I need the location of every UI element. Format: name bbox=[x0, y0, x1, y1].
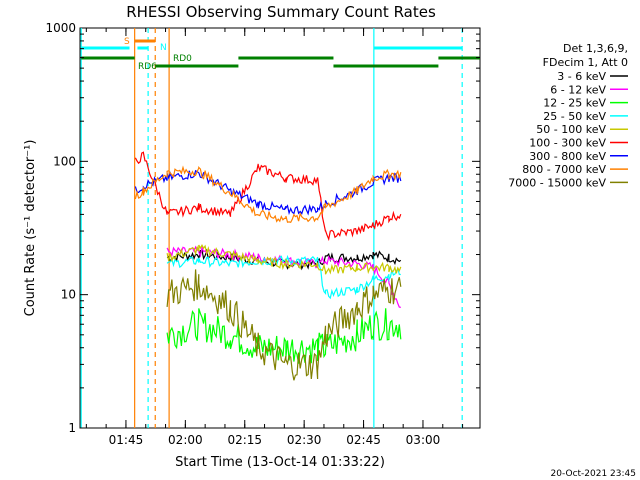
x-tick-label: 02:45 bbox=[346, 433, 381, 447]
x-tick-label: 03:00 bbox=[406, 433, 441, 447]
x-tick-label: 01:45 bbox=[109, 433, 144, 447]
legend: Det 1,3,6,9, FDecim 1, Att 0 3 - 6 keV6 … bbox=[508, 42, 628, 189]
x-axis-label: Start Time (13-Oct-14 01:33:22) bbox=[175, 455, 385, 470]
y-tick-label: 1 bbox=[68, 421, 76, 435]
chart-title: RHESSI Observing Summary Count Rates bbox=[126, 3, 436, 21]
series-line-100-300keV bbox=[134, 151, 402, 242]
legend-entry-label: 25 - 50 keV bbox=[543, 110, 606, 123]
flag-label-RD0: RD0 bbox=[173, 54, 192, 64]
render-timestamp: 20-Oct-2021 23:45 bbox=[551, 469, 636, 479]
series-line-6-12keV bbox=[166, 245, 401, 308]
series-line-50-100keV bbox=[166, 243, 402, 275]
y-tick-label: 10 bbox=[61, 288, 76, 302]
x-axis-ticks: 01:45 02:00 02:15 02:30 02:45 03:00 bbox=[85, 28, 464, 447]
flag-label-N: N bbox=[160, 43, 167, 53]
y-tick-label: 100 bbox=[53, 154, 76, 168]
x-tick-label: 02:00 bbox=[168, 433, 203, 447]
flag-label-RD6: RD6 bbox=[138, 62, 157, 72]
x-tick-label: 02:15 bbox=[227, 433, 262, 447]
x-tick-label: 02:30 bbox=[287, 433, 322, 447]
legend-entry-label: 7000 - 15000 keV bbox=[508, 176, 606, 189]
y-axis-label: Count Rate (s⁻¹ detector⁻¹) bbox=[23, 140, 38, 317]
y-axis-ticks: 1 10 100 1000 bbox=[45, 21, 480, 435]
series-line-12-25keV bbox=[166, 308, 402, 364]
legend-entry-label: 100 - 300 keV bbox=[529, 137, 606, 150]
period-markers bbox=[80, 28, 463, 428]
y-tick-label: 1000 bbox=[45, 21, 76, 35]
series-line-800-7000keV bbox=[134, 165, 402, 223]
series-lines bbox=[134, 151, 402, 381]
legend-entry-label: 12 - 25 keV bbox=[543, 97, 606, 110]
flag-label-S: S bbox=[124, 37, 130, 47]
legend-entry-label: 6 - 12 keV bbox=[550, 83, 606, 96]
flag-bars: S N RD0 RD6 bbox=[81, 37, 480, 72]
legend-header-line-1: Det 1,3,6,9, bbox=[563, 42, 628, 55]
legend-entry-label: 3 - 6 keV bbox=[557, 70, 606, 83]
series-line-7000-15000keV bbox=[166, 269, 402, 381]
plot-frame bbox=[79, 27, 481, 429]
legend-header-line-2: FDecim 1, Att 0 bbox=[543, 56, 628, 69]
legend-entry-label: 300 - 800 keV bbox=[529, 150, 606, 163]
series-line-300-800keV bbox=[134, 169, 402, 216]
legend-entry-label: 800 - 7000 keV bbox=[522, 163, 606, 176]
legend-entry-label: 50 - 100 keV bbox=[536, 123, 606, 136]
